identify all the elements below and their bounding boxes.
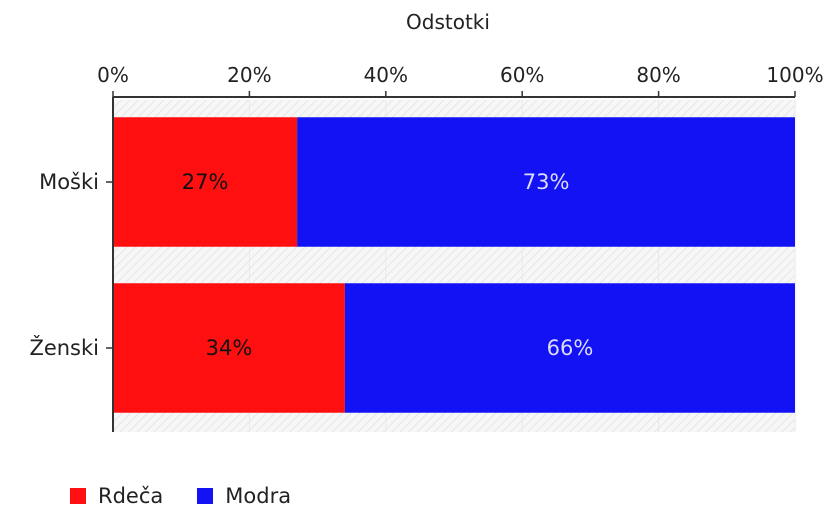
data-label: 27%	[182, 170, 229, 194]
x-tick-label: 60%	[500, 63, 544, 87]
legend-swatch-modra	[197, 488, 214, 504]
x-tick-label: 40%	[364, 63, 408, 87]
bar-segment	[344, 283, 795, 413]
data-label: 66%	[547, 336, 594, 360]
x-tick-label: 80%	[636, 63, 680, 87]
category-label: Moški	[39, 170, 99, 194]
stacked-bar-chart: 27% 73% 34% 66% 0% 20% 40% 60% 80% 100% Moški Žens…	[29, 10, 824, 432]
legend-label-modra: Modra	[225, 484, 292, 508]
legend-item-modra: Modra	[197, 484, 291, 508]
legend-label-rdeca: Rdeča	[98, 484, 164, 508]
category-label: Ženski	[29, 335, 99, 360]
legend: Rdeča Modra	[70, 484, 291, 508]
x-axis-title: Odstotki	[406, 10, 490, 34]
bar-segment	[297, 117, 795, 247]
x-tick-label: 0%	[97, 63, 129, 87]
legend-item-rdeca: Rdeča	[70, 484, 163, 508]
bar-segment	[113, 283, 345, 413]
data-label: 34%	[206, 336, 253, 360]
data-label: 73%	[523, 170, 570, 194]
legend-swatch-rdeca	[70, 488, 86, 504]
x-tick-label: 20%	[227, 63, 271, 87]
axes: 0% 20% 40% 60% 80% 100% Moški Ženski	[29, 63, 824, 432]
x-tick-label: 100%	[766, 63, 823, 87]
bars: 27% 73% 34% 66%	[113, 117, 795, 413]
bar-segment	[113, 117, 298, 247]
